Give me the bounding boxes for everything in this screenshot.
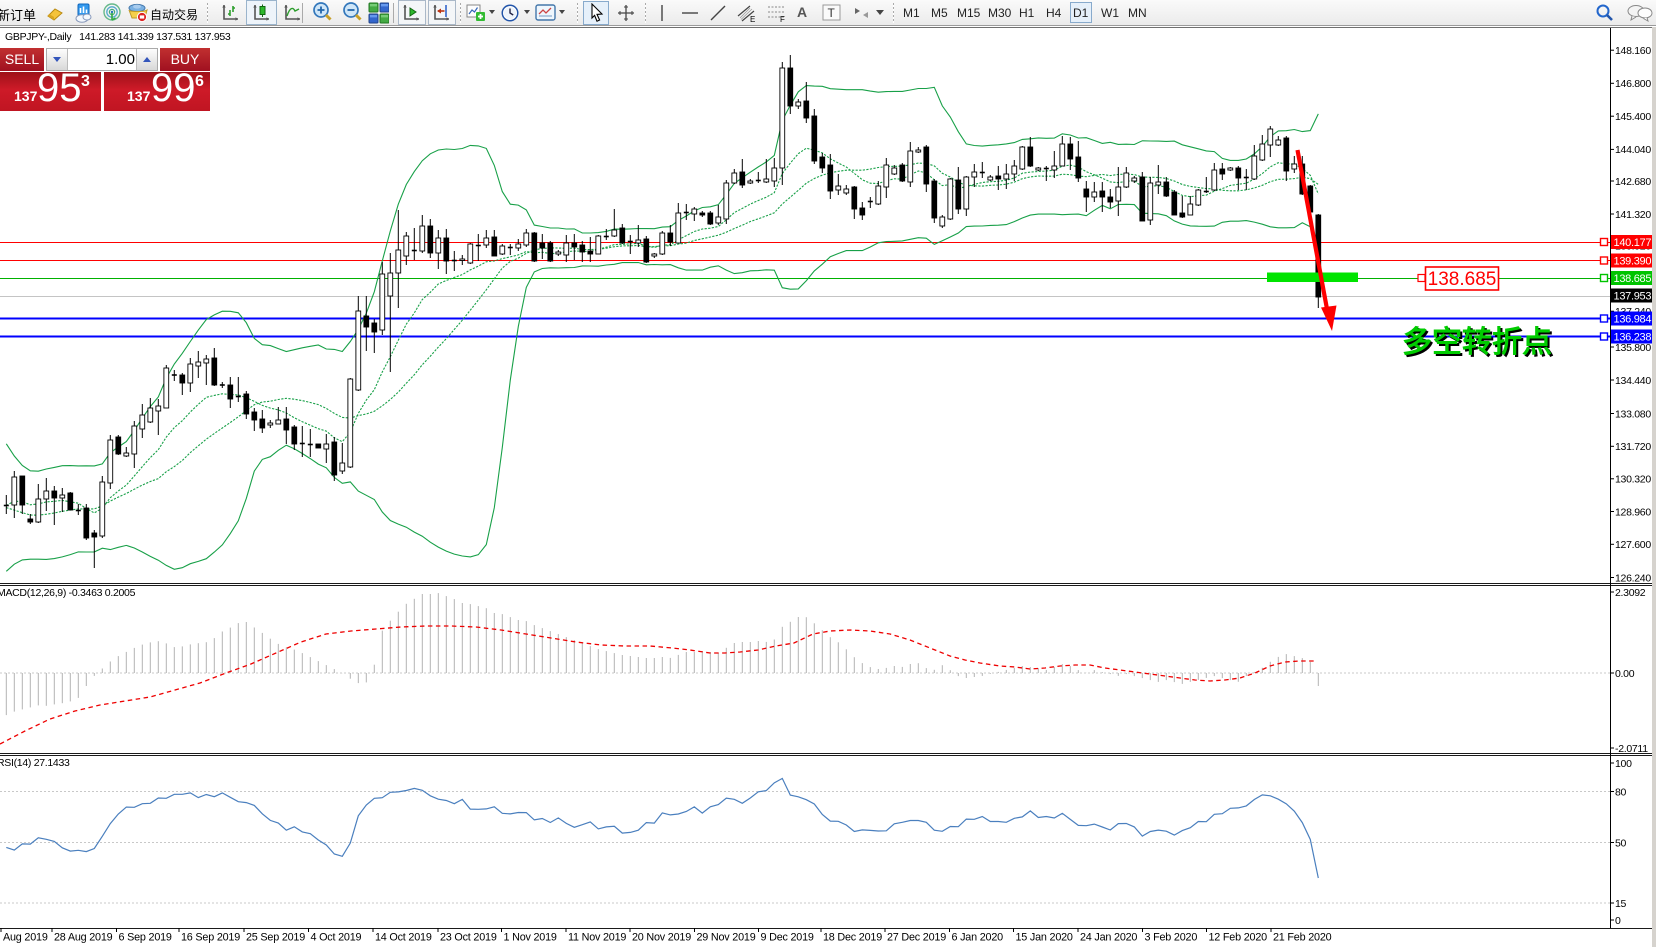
svg-text:0: 0 [1615,915,1621,927]
svg-text:4 Oct 2019: 4 Oct 2019 [311,932,362,944]
svg-text:Aug 2019: Aug 2019 [3,932,48,944]
svg-text:12 Feb 2020: 12 Feb 2020 [1209,932,1268,944]
svg-text:138.685: 138.685 [1428,269,1497,290]
svg-text:E: E [750,15,755,24]
svg-text:100: 100 [1615,758,1632,770]
svg-text:11 Nov 2019: 11 Nov 2019 [568,932,626,944]
svg-text:16 Sep 2019: 16 Sep 2019 [181,932,240,944]
svg-text:21 Feb 2020: 21 Feb 2020 [1273,932,1332,944]
svg-text:GBPJPY-,Daily 141.283 141.33: GBPJPY-,Daily 141.283 141.339 137.531 13… [5,31,231,43]
svg-text:MACD(12,26,9) -0.3463 0.2005: MACD(12,26,9) -0.3463 0.2005 [0,587,136,599]
svg-text:18 Dec 2019: 18 Dec 2019 [823,932,882,944]
svg-text:15: 15 [1615,898,1627,910]
svg-text:29 Nov 2019: 29 Nov 2019 [697,932,756,944]
svg-text:9 Dec 2019: 9 Dec 2019 [761,932,814,944]
svg-text:RSI(14) 27.1433: RSI(14) 27.1433 [0,757,70,769]
svg-text:23 Oct 2019: 23 Oct 2019 [440,932,497,944]
svg-text:50: 50 [1615,837,1627,849]
svg-text:15 Jan 2020: 15 Jan 2020 [1016,932,1073,944]
svg-text:2.3092: 2.3092 [1615,587,1646,599]
svg-text:1 Nov 2019: 1 Nov 2019 [504,932,557,944]
svg-text:多空转折点: 多空转折点 [1402,326,1552,359]
svg-text:0.00: 0.00 [1615,668,1635,680]
svg-text:80: 80 [1615,786,1627,798]
svg-text:136.984: 136.984 [1614,314,1652,326]
svg-text:140.177: 140.177 [1614,237,1652,249]
svg-text:136.238: 136.238 [1614,332,1652,344]
svg-text:139.390: 139.390 [1614,256,1652,268]
svg-text:28 Aug 2019: 28 Aug 2019 [54,932,113,944]
svg-text:3 Feb 2020: 3 Feb 2020 [1145,932,1198,944]
svg-text:134.440: 134.440 [1615,375,1651,387]
svg-text:137.953: 137.953 [1614,291,1652,303]
svg-text:131.720: 131.720 [1615,441,1651,453]
svg-text:20 Nov 2019: 20 Nov 2019 [632,932,691,944]
svg-text:138.685: 138.685 [1614,273,1652,285]
svg-text:127.600: 127.600 [1615,539,1651,551]
svg-text:-2.0711: -2.0711 [1615,743,1648,755]
svg-text:148.160: 148.160 [1615,45,1651,57]
svg-text:T: T [828,6,836,20]
svg-text:25 Sep 2019: 25 Sep 2019 [246,932,305,944]
svg-text:142.680: 142.680 [1615,176,1651,188]
svg-text:133.080: 133.080 [1615,408,1651,420]
svg-text:146.800: 146.800 [1615,78,1651,90]
svg-text:27 Dec 2019: 27 Dec 2019 [887,932,946,944]
svg-text:14 Oct 2019: 14 Oct 2019 [375,932,432,944]
svg-text:128.960: 128.960 [1615,506,1651,518]
svg-text:135.800: 135.800 [1615,342,1651,354]
svg-text:6 Jan 2020: 6 Jan 2020 [952,932,1004,944]
svg-text:6 Sep 2019: 6 Sep 2019 [119,932,172,944]
svg-text:144.040: 144.040 [1615,144,1651,156]
svg-text:24 Jan 2020: 24 Jan 2020 [1080,932,1137,944]
svg-text:141.320: 141.320 [1615,209,1651,221]
svg-text:130.320: 130.320 [1615,474,1651,486]
svg-text:145.400: 145.400 [1615,111,1651,123]
svg-text:F: F [780,15,785,24]
svg-text:126.240: 126.240 [1615,572,1651,584]
